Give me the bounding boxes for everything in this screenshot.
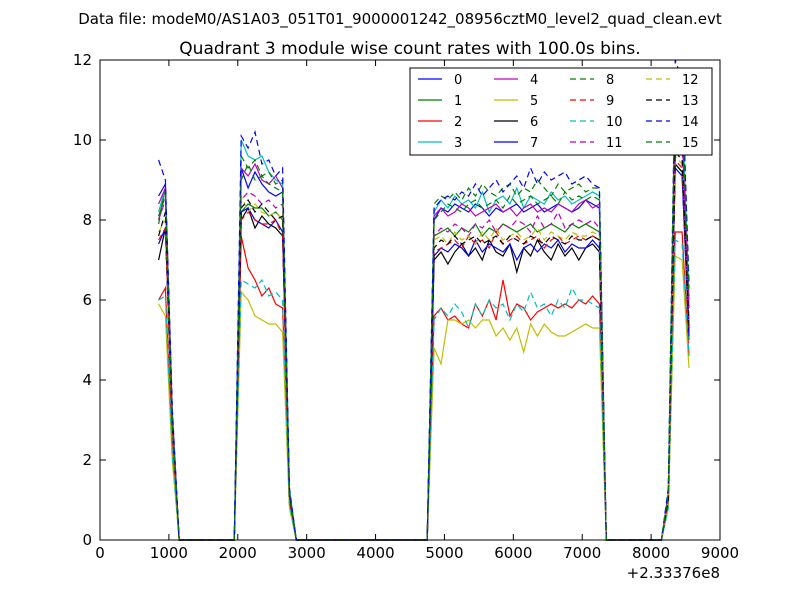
series-line-13 xyxy=(158,150,690,541)
legend-label-3: 3 xyxy=(454,136,462,151)
legend-label-15: 15 xyxy=(682,136,699,151)
series-line-10 xyxy=(158,238,690,541)
legend-label-2: 2 xyxy=(454,115,462,130)
series-line-15 xyxy=(158,67,690,541)
x-tick-label: 6000 xyxy=(494,544,532,562)
y-tick-label: 10 xyxy=(73,131,92,149)
y-tick-label: 8 xyxy=(82,211,92,229)
x-tick-label: 7000 xyxy=(563,544,601,562)
legend-label-14: 14 xyxy=(682,115,699,130)
legend-label-10: 10 xyxy=(606,115,623,130)
x-tick-label: 2000 xyxy=(219,544,257,562)
legend-label-6: 6 xyxy=(530,115,538,130)
legend-frame xyxy=(409,67,713,156)
x-tick-label: 0 xyxy=(95,544,105,562)
legend-label-7: 7 xyxy=(530,136,538,151)
y-tick-label: 0 xyxy=(82,531,92,549)
x-tick-label: 5000 xyxy=(425,544,463,562)
y-tick-label: 2 xyxy=(82,451,92,469)
plot-area: 0 1000 2000 3000 4000 5000 6000 7000 8000 9000 0 2… xyxy=(73,51,739,562)
legend-label-4: 4 xyxy=(530,73,538,88)
x-tick-label: 4000 xyxy=(356,544,394,562)
series-line-12 xyxy=(158,154,690,541)
figure-suptitle: Data file: modeM0/AS1A03_051T01_90000012… xyxy=(78,10,722,29)
legend-label-13: 13 xyxy=(682,94,699,109)
y-tick-label: 4 xyxy=(82,371,92,389)
series-line-8 xyxy=(158,74,690,541)
series-line-11 xyxy=(158,138,690,541)
x-axis: 0 1000 2000 3000 4000 5000 6000 7000 8000 9000 xyxy=(95,60,739,562)
chart-title: Quadrant 3 module wise count rates with … xyxy=(179,39,640,59)
legend-label-11: 11 xyxy=(606,136,623,151)
legend-label-12: 12 xyxy=(682,73,699,88)
series-layer xyxy=(158,59,690,541)
y-tick-label: 12 xyxy=(73,51,92,69)
x-tick-label: 3000 xyxy=(288,544,326,562)
x-offset-label: +2.33376e8 xyxy=(627,564,720,582)
legend-label-8: 8 xyxy=(606,73,614,88)
x-tick-label: 9000 xyxy=(701,544,739,562)
series-line-5 xyxy=(158,254,690,541)
y-tick-label: 6 xyxy=(82,291,92,309)
legend-label-0: 0 xyxy=(454,73,462,88)
x-tick-label: 1000 xyxy=(150,544,188,562)
series-line-4 xyxy=(158,122,690,541)
legend-label-1: 1 xyxy=(454,94,462,109)
legend-label-9: 9 xyxy=(606,94,614,109)
x-tick-label: 8000 xyxy=(632,544,670,562)
series-line-14 xyxy=(158,59,690,541)
legend-label-5: 5 xyxy=(530,94,538,109)
